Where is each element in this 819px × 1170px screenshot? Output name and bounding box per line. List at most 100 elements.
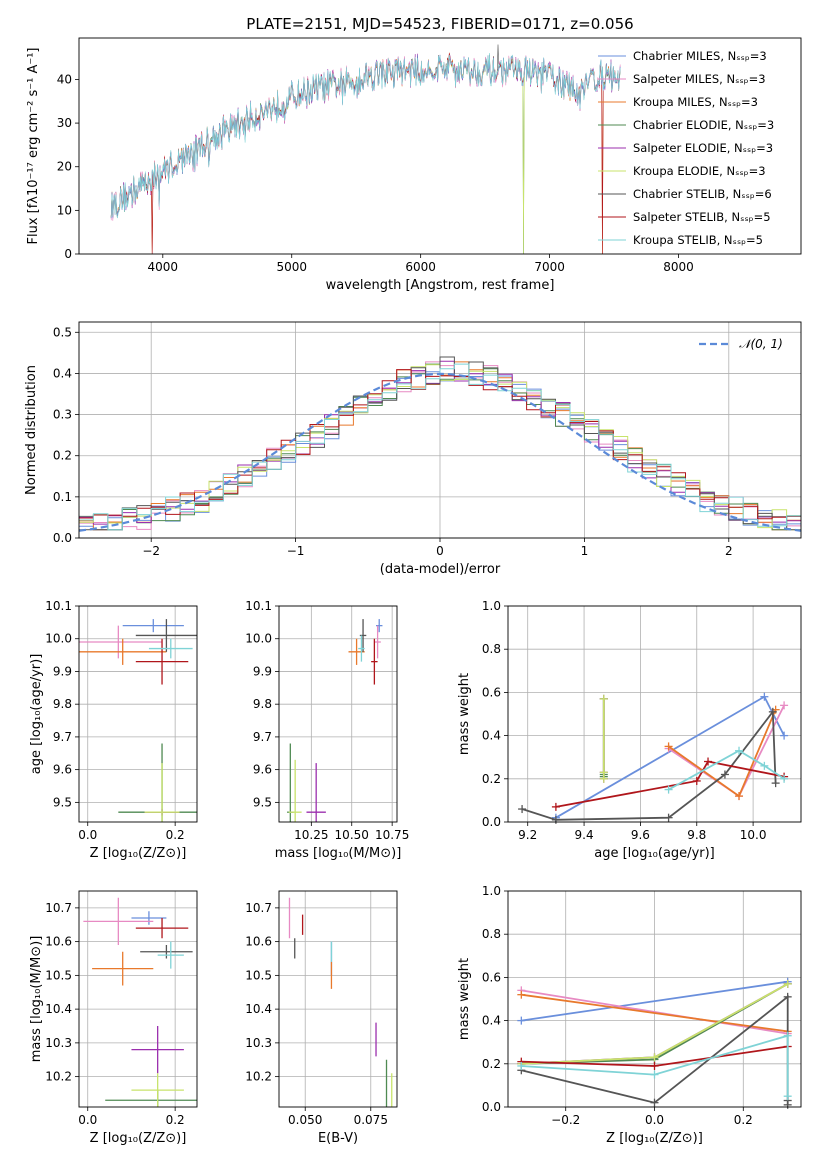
plot-frame [78,605,198,823]
y-tick-label: 0.3 [53,408,72,422]
normal-curve [78,372,802,532]
spectrum-line-kroupa_stelib [110,52,621,219]
plot-frame [507,605,802,823]
x-tick-label: 0.050 [288,1113,322,1127]
y-tick-label: 0.6 [482,970,501,984]
spectrum-line-salpeter_elodie [110,52,621,219]
legend-label: Chabrier ELODIE, Nₛₛₚ=3 [633,118,774,132]
y-tick-label: 10 [57,203,72,217]
x-axis-label: age [log₁₀(age/yr)] [594,846,715,861]
y-tick-label: 9.9 [53,664,72,678]
x-tick-label: 4000 [148,260,179,274]
y-tick-label: 9.7 [53,730,72,744]
panel-mass_vs_ebv: 0.050 0.075 10.2 10.3 10.4 10.5 10.6 10.7 E(B-V) [245,890,398,1146]
y-axis-label: mass weight [457,673,472,755]
x-tick-label: 1 [581,544,589,558]
x-tick-label: 0.2 [166,828,185,842]
series-line-kroupa_miles [521,993,788,1033]
x-axis-label: (data-model)/error [380,562,501,577]
x-axis-label: mass [log₁₀(M/M⊙)] [275,846,402,861]
y-tick-label: 10.0 [245,632,272,646]
panel-age_vs_z: 0.0 0.2 9.5 9.6 9.7 9.8 9.9 10.0 10.1 Z [log₁₀(Z/… [29,599,198,861]
series-line-kroupa_stelib [521,1034,789,1097]
y-tick-label: 0.1 [53,490,72,504]
y-tick-label: 10.7 [45,901,72,915]
y-tick-label: 0.0 [482,815,501,829]
x-tick-label: −0.2 [551,1113,580,1127]
y-tick-label: 0.2 [53,449,72,463]
y-tick-label: 10.5 [245,968,272,982]
series-line-salpeter_miles [521,989,788,1035]
y-tick-label: 0.6 [482,685,501,699]
y-tick-label: 9.6 [53,763,72,777]
spectrum-line-chabrier_miles [110,55,621,219]
y-tick-label: 1.0 [482,884,501,898]
plot-frame [507,890,802,1108]
y-tick-label: 10.5 [45,968,72,982]
x-tick-label: 7000 [534,260,565,274]
legend-label: Salpeter MILES, Nₛₛₚ=3 [633,72,766,86]
x-tick-label: 10.25 [294,828,328,842]
x-tick-label: 5000 [276,260,307,274]
legend-label: Chabrier STELIB, Nₛₛₚ=6 [633,187,772,201]
legend-label: Kroupa ELODIE, Nₛₛₚ=3 [633,164,766,178]
x-axis-label: Z [log₁₀(Z/Z⊙)] [90,846,187,861]
y-tick-label: 0 [64,247,72,261]
plot-frame [78,37,802,255]
y-tick-label: 0.8 [482,927,501,941]
chart-title: PLATE=2151, MJD=54523, FIBERID=0171, z=0… [246,15,633,33]
x-tick-label: 0.2 [734,1113,753,1127]
x-tick-label: 0 [436,544,444,558]
x-axis-label: wavelength [Angstrom, rest frame] [326,278,555,293]
y-tick-label: 9.6 [253,763,272,777]
y-axis-label: age [log₁₀(age/yr)] [29,654,44,775]
y-tick-label: 10.6 [245,935,272,949]
x-tick-label: 9.6 [631,828,650,842]
x-axis-label: Z [log₁₀(Z/Z⊙)] [606,1131,703,1146]
x-tick-label: 10.75 [375,828,409,842]
legend-label: Salpeter STELIB, Nₛₛₚ=5 [633,210,771,224]
y-tick-label: 0.8 [482,642,501,656]
y-tick-label: 10.1 [45,599,72,613]
y-tick-label: 9.5 [253,795,272,809]
y-tick-label: 9.8 [53,697,72,711]
plot-frame [78,890,198,1108]
x-tick-label: 10.50 [335,828,369,842]
y-tick-label: 9.8 [253,697,272,711]
y-tick-label: 10.3 [45,1036,72,1050]
y-tick-label: 10.2 [45,1070,72,1084]
y-tick-label: 10.1 [245,599,272,613]
y-axis-label: mass weight [457,958,472,1040]
panel-weight_vs_age: 9.2 9.4 9.6 9.8 10.0 0.0 0.2 0.4 0.6 0.8 1.0 age [l… [457,599,802,861]
legend-label: Kroupa STELIB, Nₛₛₚ=5 [633,233,763,247]
x-tick-label: 0.0 [645,1113,664,1127]
panel-mass_vs_z: 0.0 0.2 10.2 10.3 10.4 10.5 10.6 10.7 Z [log₁₀(Z… [29,890,198,1146]
y-tick-label: 10.0 [45,632,72,646]
legend-label: 𝒩(0, 1) [739,337,783,351]
series-line-chabrier_stelib [521,709,777,821]
panel-weight_vs_z: −0.2 0.0 0.2 0.0 0.2 0.4 0.6 0.8 1.0 Z [log₁₀(Z/Z… [457,884,802,1146]
spectrum-line-salpeter_miles [110,53,621,221]
y-tick-label: 0.4 [482,729,501,743]
x-tick-label: −2 [142,544,160,558]
y-tick-label: 0.2 [482,772,501,786]
x-tick-label: 0.075 [354,1113,388,1127]
y-tick-label: 10.3 [245,1036,272,1050]
y-tick-label: 10.6 [45,935,72,949]
plot-frame [78,321,802,539]
x-tick-label: 0.0 [78,828,97,842]
y-axis-label: mass [log₁₀(M/M⊙)] [29,936,44,1063]
x-tick-label: 10.0 [740,828,767,842]
legend-label: Kroupa MILES, Nₛₛₚ=3 [633,95,758,109]
y-tick-label: 0.5 [53,325,72,339]
y-tick-label: 10.4 [45,1002,72,1016]
y-tick-label: 0.0 [53,531,72,545]
legend-label: Chabrier MILES, Nₛₛₚ=3 [633,49,767,63]
x-axis-label: Z [log₁₀(Z/Z⊙)] [90,1131,187,1146]
y-tick-label: 30 [57,116,72,130]
x-tick-label: 9.8 [687,828,706,842]
x-tick-label: 8000 [663,260,694,274]
x-tick-label: 0.0 [78,1113,97,1127]
x-tick-label: 0.2 [166,1113,185,1127]
